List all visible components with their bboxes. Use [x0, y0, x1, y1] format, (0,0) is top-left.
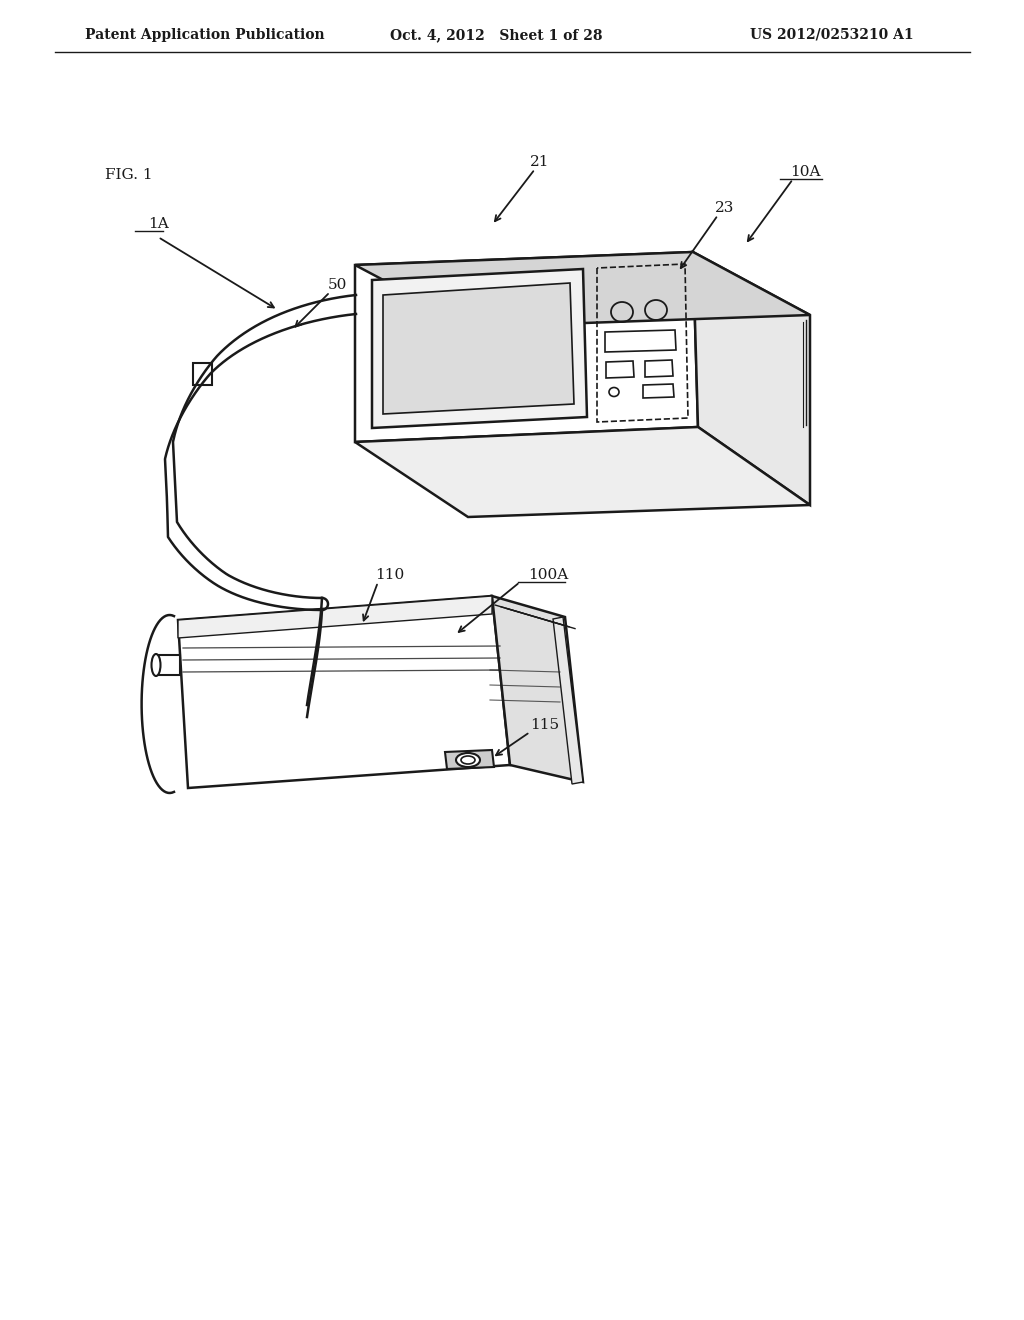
- Text: 110: 110: [375, 568, 404, 582]
- Text: FIG. 1: FIG. 1: [105, 168, 153, 182]
- Polygon shape: [355, 252, 698, 442]
- Polygon shape: [553, 616, 583, 784]
- Text: US 2012/0253210 A1: US 2012/0253210 A1: [750, 28, 913, 42]
- Polygon shape: [372, 269, 587, 428]
- Polygon shape: [178, 597, 492, 638]
- Text: Patent Application Publication: Patent Application Publication: [85, 28, 325, 42]
- Ellipse shape: [152, 653, 161, 676]
- Text: 23: 23: [715, 201, 734, 215]
- Text: 1A: 1A: [148, 216, 169, 231]
- Text: 115: 115: [530, 718, 559, 733]
- Text: 21: 21: [530, 154, 550, 169]
- Polygon shape: [193, 363, 212, 385]
- Polygon shape: [178, 597, 510, 788]
- Text: 10A: 10A: [790, 165, 820, 180]
- Polygon shape: [383, 282, 574, 414]
- Text: 100A: 100A: [528, 568, 568, 582]
- Text: 50: 50: [328, 279, 347, 292]
- Polygon shape: [158, 655, 180, 675]
- Polygon shape: [492, 597, 583, 781]
- Polygon shape: [355, 426, 810, 517]
- Polygon shape: [693, 252, 810, 506]
- Ellipse shape: [302, 704, 311, 718]
- Ellipse shape: [456, 752, 480, 767]
- Polygon shape: [355, 252, 810, 327]
- Text: Oct. 4, 2012   Sheet 1 of 28: Oct. 4, 2012 Sheet 1 of 28: [390, 28, 602, 42]
- Polygon shape: [445, 750, 494, 770]
